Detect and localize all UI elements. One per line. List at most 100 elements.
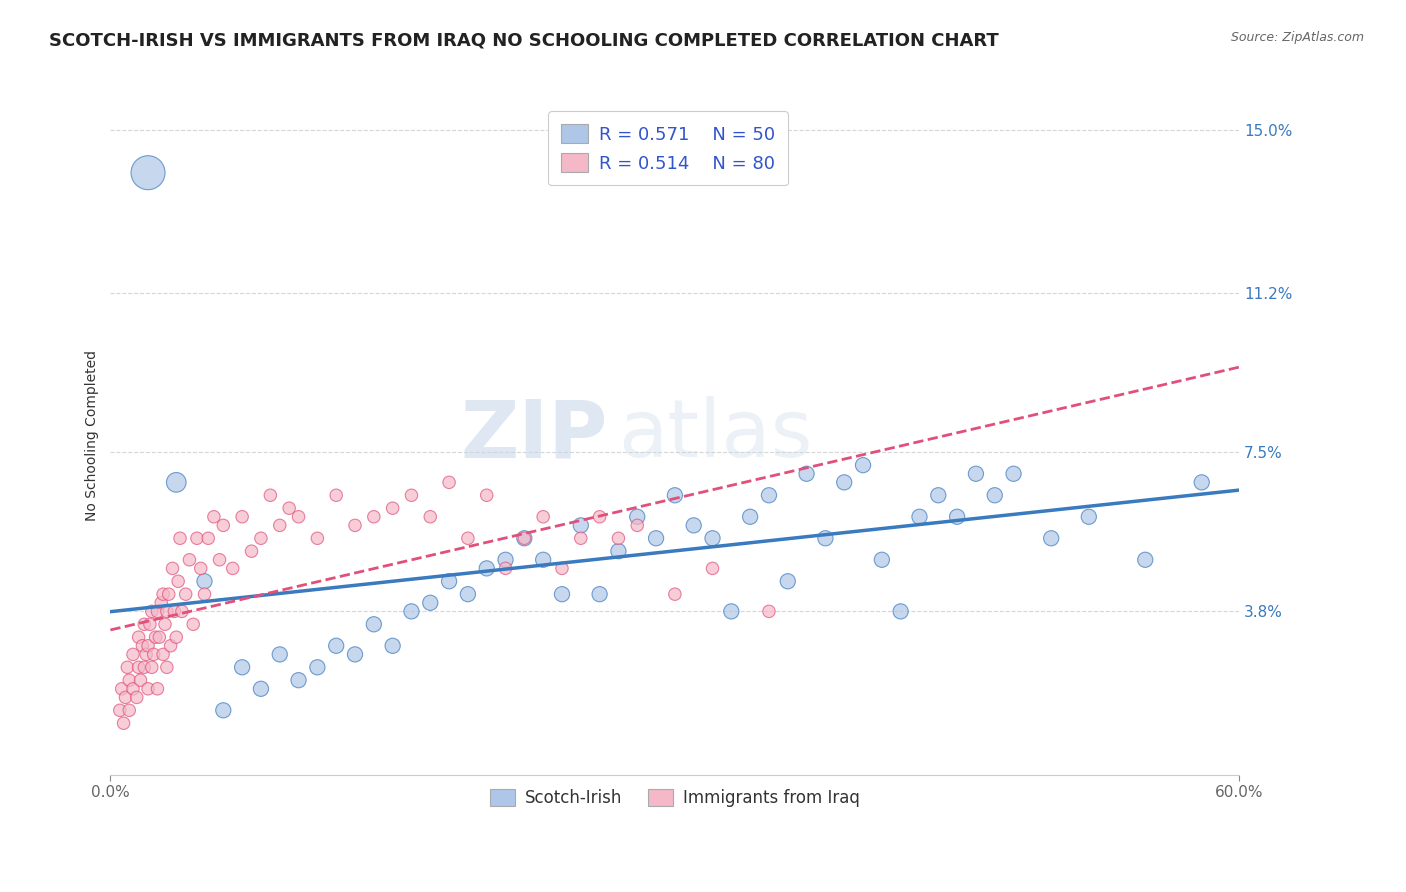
Point — [1002, 467, 1025, 481]
Point — [495, 561, 517, 575]
Point — [776, 574, 799, 589]
Point — [740, 509, 762, 524]
Point — [145, 630, 167, 644]
Point — [128, 660, 150, 674]
Point — [307, 531, 329, 545]
Point — [626, 509, 648, 524]
Point — [118, 703, 141, 717]
Point — [569, 531, 592, 545]
Point — [645, 531, 668, 545]
Point — [381, 639, 404, 653]
Point — [475, 561, 498, 575]
Y-axis label: No Schooling Completed: No Schooling Completed — [86, 350, 100, 521]
Point — [363, 617, 385, 632]
Point — [174, 587, 197, 601]
Point — [278, 501, 301, 516]
Point — [136, 166, 159, 180]
Point — [167, 574, 190, 589]
Point — [131, 639, 153, 653]
Point — [457, 587, 479, 601]
Point — [136, 639, 159, 653]
Point — [141, 604, 163, 618]
Legend: Scotch-Irish, Immigrants from Iraq: Scotch-Irish, Immigrants from Iraq — [484, 782, 866, 814]
Point — [156, 604, 179, 618]
Point — [165, 630, 187, 644]
Point — [551, 561, 574, 575]
Point — [401, 604, 423, 618]
Point — [125, 690, 148, 705]
Point — [664, 587, 686, 601]
Point — [197, 531, 219, 545]
Point — [269, 518, 291, 533]
Point — [117, 660, 139, 674]
Point — [531, 553, 554, 567]
Point — [307, 660, 329, 674]
Point — [513, 531, 536, 545]
Point — [495, 553, 517, 567]
Point — [231, 509, 253, 524]
Point — [890, 604, 912, 618]
Point — [588, 587, 610, 601]
Point — [457, 531, 479, 545]
Point — [343, 518, 366, 533]
Point — [796, 467, 818, 481]
Point — [720, 604, 742, 618]
Point — [419, 509, 441, 524]
Point — [269, 648, 291, 662]
Point — [1040, 531, 1063, 545]
Point — [702, 531, 724, 545]
Text: SCOTCH-IRISH VS IMMIGRANTS FROM IRAQ NO SCHOOLING COMPLETED CORRELATION CHART: SCOTCH-IRISH VS IMMIGRANTS FROM IRAQ NO … — [49, 31, 998, 49]
Text: Source: ZipAtlas.com: Source: ZipAtlas.com — [1230, 31, 1364, 45]
Point — [111, 681, 134, 696]
Point — [112, 716, 135, 731]
Point — [212, 518, 235, 533]
Point — [163, 604, 186, 618]
Point — [108, 703, 131, 717]
Point — [607, 544, 630, 558]
Point — [222, 561, 245, 575]
Point — [531, 509, 554, 524]
Point — [259, 488, 281, 502]
Point — [159, 639, 181, 653]
Point — [513, 531, 536, 545]
Point — [664, 488, 686, 502]
Text: ZIP: ZIP — [460, 396, 607, 474]
Point — [1135, 553, 1157, 567]
Point — [146, 604, 169, 618]
Point — [343, 648, 366, 662]
Point — [141, 660, 163, 674]
Point — [139, 617, 162, 632]
Point — [153, 617, 176, 632]
Point — [475, 488, 498, 502]
Point — [114, 690, 136, 705]
Point — [135, 648, 157, 662]
Point — [401, 488, 423, 502]
Point — [193, 574, 215, 589]
Point — [702, 561, 724, 575]
Point — [146, 681, 169, 696]
Point — [287, 673, 309, 688]
Point — [128, 630, 150, 644]
Point — [682, 518, 704, 533]
Point — [208, 553, 231, 567]
Point — [190, 561, 212, 575]
Point — [758, 604, 780, 618]
Point — [142, 648, 165, 662]
Point — [170, 604, 193, 618]
Point — [181, 617, 204, 632]
Point — [852, 458, 875, 472]
Point — [983, 488, 1005, 502]
Point — [179, 553, 201, 567]
Point — [202, 509, 225, 524]
Point — [157, 587, 180, 601]
Point — [152, 648, 174, 662]
Point — [870, 553, 893, 567]
Point — [758, 488, 780, 502]
Point — [437, 475, 460, 490]
Point — [150, 596, 173, 610]
Point — [250, 681, 273, 696]
Point — [814, 531, 837, 545]
Point — [231, 660, 253, 674]
Point — [212, 703, 235, 717]
Point — [287, 509, 309, 524]
